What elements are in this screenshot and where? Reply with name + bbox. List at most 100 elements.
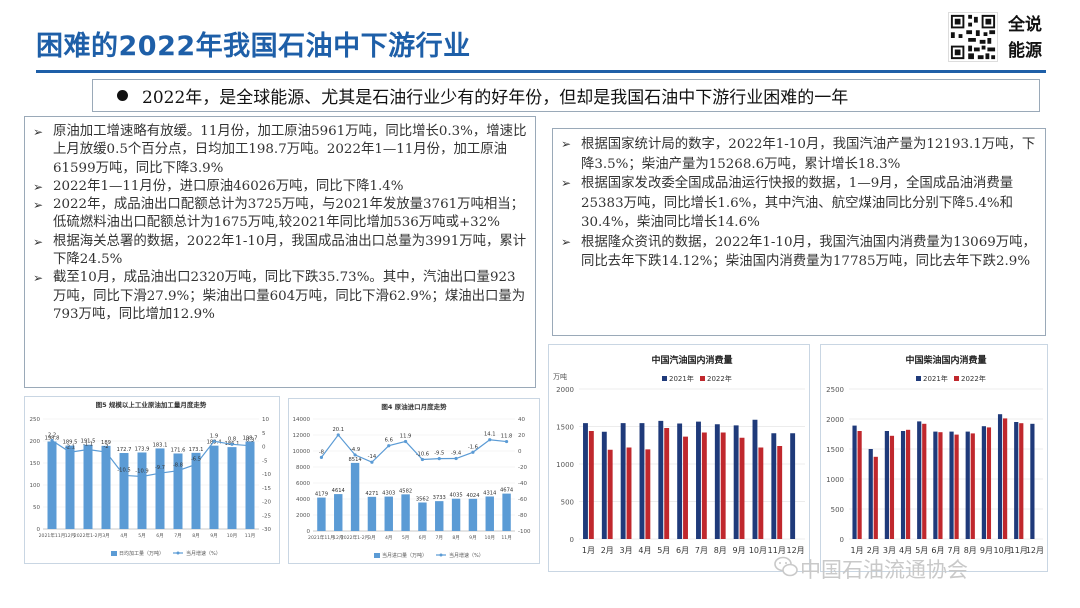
- bar: [173, 453, 183, 529]
- x-tick-label: 3月: [102, 533, 110, 539]
- legend-swatch: [111, 551, 117, 556]
- bar: [917, 421, 922, 539]
- y-tick-label: 250: [30, 417, 41, 423]
- bar: [401, 494, 410, 531]
- bar: [739, 437, 745, 539]
- arrow-bullet-icon: ➢: [561, 137, 572, 151]
- bar: [986, 427, 992, 539]
- legend-label: 2022年: [961, 374, 986, 383]
- growth-value-label: 14.1: [484, 432, 496, 438]
- x-tick-label: 4月: [638, 546, 651, 555]
- x-tick-label: 7月: [174, 533, 182, 539]
- legend-swatch: [954, 376, 959, 381]
- x-tick-label: 8月: [714, 546, 727, 555]
- bar-value-label: 8514: [348, 457, 362, 463]
- list-item-text: 根据国家发改委全国成品油运行快报的数据，1—9月，全国成品油消费量25383万吨…: [581, 176, 1014, 230]
- growth-value-label: 0.3: [246, 438, 254, 444]
- bar: [101, 445, 111, 529]
- bar: [733, 425, 739, 539]
- bar: [664, 428, 670, 539]
- y-tick-label: 0: [570, 536, 574, 544]
- list-item-text: 2022年1—11月份，进口原油46026万吨，同比下降1.4%: [53, 178, 404, 194]
- legend-marker: [176, 551, 180, 555]
- growth-value-label: -14: [368, 454, 377, 460]
- growth-point: [86, 447, 90, 452]
- legend-label: 当月增速（%）: [186, 550, 221, 557]
- x-tick-label: 6月: [419, 535, 427, 541]
- bar: [502, 493, 511, 531]
- y2-tick-label: 40: [518, 417, 525, 423]
- legend-swatch: [374, 553, 380, 558]
- summary-banner: 2022年，是全球能源、尤其是石油行业少有的好年份，但却是我国石油中下游行业困难…: [92, 79, 1040, 112]
- growth-line: [320, 433, 507, 463]
- x-tick-label: 7月: [948, 546, 961, 555]
- growth-point: [158, 471, 162, 475]
- bar-value-label: 4314: [483, 490, 497, 496]
- x-tick-label: 3月: [883, 546, 896, 555]
- y-tick-label: 1500: [826, 446, 844, 454]
- growth-value-label: -2.1: [65, 444, 75, 450]
- bar-value-label: 171.6: [171, 447, 186, 453]
- y2-tick-label: -30: [262, 527, 271, 533]
- x-tick-label: 2月: [867, 546, 880, 555]
- growth-value-label: 2.2: [48, 432, 56, 438]
- x-tick-label: 9月: [980, 546, 993, 555]
- list-item-text: 原油加工增速略有放缓。11月份，加工原油5961万吨，同比增长0.3%，增速比上…: [53, 124, 527, 176]
- x-tick-label: 3月: [620, 546, 633, 555]
- y2-tick-label: -5: [262, 458, 268, 464]
- growth-point: [370, 460, 374, 464]
- arrow-bullet-icon: ➢: [561, 234, 572, 249]
- brand-line-2: 能源: [1008, 41, 1042, 61]
- x-tick-label: 6月: [931, 546, 944, 555]
- y2-tick-label: -20: [518, 465, 527, 471]
- growth-point: [230, 442, 234, 446]
- bar-value-label: 198.8: [45, 436, 60, 442]
- bar: [350, 462, 360, 531]
- bar: [714, 424, 720, 539]
- legend-label: 2021年: [923, 374, 948, 383]
- bar: [418, 502, 427, 531]
- y-tick-label: 0: [37, 527, 41, 533]
- chart-title: 图4 原油进口月度走势: [381, 402, 447, 411]
- growth-point: [194, 462, 198, 466]
- bar: [1003, 418, 1008, 539]
- x-tick-label: 12月: [333, 535, 343, 541]
- y2-tick-label: -10: [262, 472, 271, 478]
- bar: [65, 445, 75, 529]
- growth-value-label: -10.9: [135, 468, 148, 474]
- bar-value-label: 4271: [365, 491, 378, 497]
- growth-point: [454, 456, 458, 461]
- x-tick-label: 9月: [469, 535, 477, 541]
- growth-point: [122, 473, 126, 477]
- list-item: ➢ 截至10月，成品油出口2320万吨，同比下跌35.73%。其中，汽油出口量92…: [33, 269, 527, 324]
- growth-value-label: 11.9: [400, 433, 412, 439]
- bar-value-label: 183.1: [153, 442, 168, 448]
- growth-point: [437, 457, 441, 461]
- growth-value-label: -10.5: [117, 467, 130, 473]
- bar: [191, 452, 201, 529]
- bar-value-label: 4674: [500, 488, 514, 494]
- summary-text: 2022年，是全球能源、尤其是石油行业少有的好年份，但却是我国石油中下游行业困难…: [142, 88, 849, 108]
- y-tick-label: 500: [831, 506, 844, 514]
- x-tick-label: 7月: [435, 535, 443, 541]
- y-tick-label: 10000: [293, 449, 311, 455]
- bar-value-label: 189.5: [63, 440, 78, 446]
- y-tick-label: 200: [30, 439, 41, 445]
- arrow-bullet-icon: ➢: [33, 198, 44, 213]
- bar: [852, 425, 857, 539]
- growth-value-label: -9.5: [434, 451, 444, 457]
- arrow-bullet-icon: ➢: [561, 176, 572, 190]
- growth-point: [50, 438, 54, 443]
- list-item-text: 截至10月，成品油出口2320万吨，同比下跌35.73%。其中，汽油出口量923…: [53, 270, 526, 322]
- x-tick-label: 11月: [768, 546, 786, 555]
- crude-import-chart-svg: 图4 原油进口月度走势 0 2000 4000 6000 8000 10000 12000 14…: [293, 402, 531, 559]
- refining-volume-chart-svg: 图5 规模以上工业原油加工量月度走势050100150200250-30-25-…: [30, 400, 272, 557]
- growth-point: [353, 453, 357, 457]
- x-tick-label: 5月: [402, 535, 410, 541]
- legend-label: 当月进口量（万吨）: [382, 552, 427, 559]
- bar: [83, 444, 93, 529]
- bar: [245, 441, 255, 529]
- growth-point: [471, 450, 475, 454]
- growth-point: [336, 433, 340, 437]
